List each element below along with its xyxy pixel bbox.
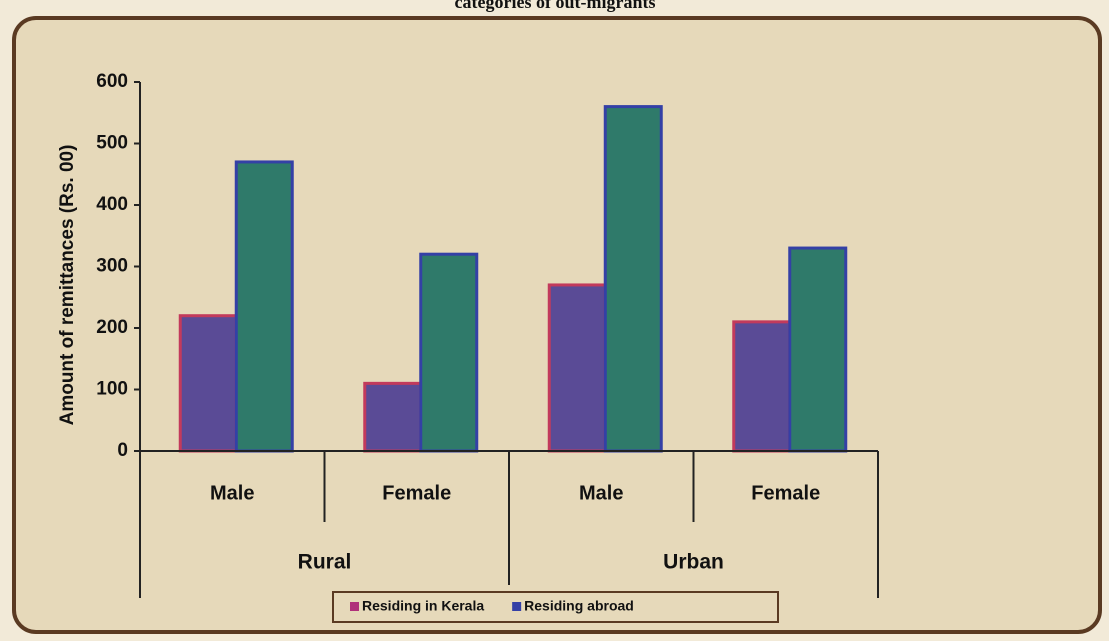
y-tick-label: 500 <box>96 133 128 154</box>
x-tick-label: Male <box>210 482 254 504</box>
bar <box>547 283 607 453</box>
y-tick-label: 200 <box>96 317 128 338</box>
group-label: Rural <box>298 551 352 574</box>
legend-swatch <box>350 602 359 611</box>
legend-swatch <box>512 602 522 611</box>
x-tick-label: Female <box>382 482 451 504</box>
bar <box>603 105 663 453</box>
y-tick-label: 300 <box>96 256 128 277</box>
y-axis-label: Amount of remittances (Rs. 00) <box>57 145 78 426</box>
bar <box>178 314 238 453</box>
legend-label: Residing abroad <box>524 598 634 614</box>
bar <box>788 246 848 453</box>
y-tick-label: 0 <box>117 440 128 461</box>
bar <box>419 252 479 453</box>
bar <box>732 320 792 453</box>
x-tick-label: Male <box>579 482 623 504</box>
y-tick-label: 100 <box>96 379 128 400</box>
bar <box>363 381 423 453</box>
legend-label: Residing in Kerala <box>362 598 484 614</box>
legend <box>332 591 779 623</box>
y-tick-label: 600 <box>96 71 128 92</box>
x-tick-label: Female <box>751 482 820 504</box>
y-tick-label: 400 <box>96 194 128 215</box>
chart-title: categories of out-migrants <box>455 0 656 12</box>
bar <box>234 160 294 453</box>
group-label: Urban <box>663 551 724 574</box>
